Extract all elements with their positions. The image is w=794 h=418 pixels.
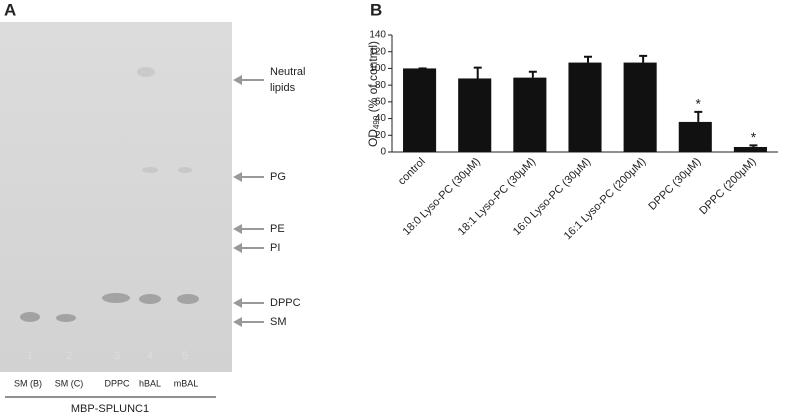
bar [678,121,712,152]
error-bar [473,66,482,79]
error-bar [528,70,537,78]
y-tick-label: 60 [375,96,387,107]
y-tick-label: 140 [369,30,386,41]
y-axis-label: OD490 (% of control) [366,41,381,147]
marker-label: DPPC [270,297,301,309]
lane-name: DPPC [104,378,130,388]
lane-name: mBAL [174,378,199,388]
y-tick-label: 20 [375,130,387,141]
lane-number: 2 [66,350,72,362]
marker-arrows [233,75,264,327]
bands [20,67,199,322]
annotation: * [751,129,757,145]
lane-number: 1 [27,350,33,362]
bar [623,62,657,153]
bar [568,62,602,153]
marker-label: PG [270,171,286,183]
x-tick-label: DPPC (200μM) [697,156,758,217]
lane-name: SM (C) [55,378,84,388]
lane-number: 3 [114,350,120,362]
y-label-sub: 490 [372,115,381,129]
marker-label: SM [270,316,287,328]
y-label-main: OD [366,129,380,147]
y-tick-label: 120 [369,46,386,57]
x-tick-label: control [396,156,428,188]
annotation: * [696,96,702,112]
panel-label: A [4,0,16,19]
bar [458,78,492,152]
y-tick-label: 0 [380,147,386,158]
lane-numbers: 1 2 3 4 5 [27,350,188,362]
bar [733,146,767,152]
lane-number: 5 [182,350,188,362]
x-tick-label: DPPC (30μM) [646,156,703,213]
lane-name: SM (B) [14,378,42,388]
y-tick-label: 40 [375,113,387,124]
y-tick-label: 80 [375,80,387,91]
error-bar [749,144,758,147]
group-label: MBP-SPLUNC1 [71,403,149,415]
error-bar [584,55,592,63]
panel-label: B [370,0,382,19]
marker-label: lipids [270,82,296,94]
error-bar [639,54,648,63]
marker-label: PE [270,223,285,235]
lane-number: 4 [147,350,153,362]
y-label-rest: (% of control) [366,41,380,116]
lane-name: hBAL [139,378,161,388]
marker-label: PI [270,242,280,254]
bar [403,68,437,152]
tlc-plate [0,22,232,372]
marker-label: Neutral [270,66,305,78]
y-tick-label: 100 [369,63,386,74]
bar [513,77,547,152]
error-bar [694,110,703,122]
